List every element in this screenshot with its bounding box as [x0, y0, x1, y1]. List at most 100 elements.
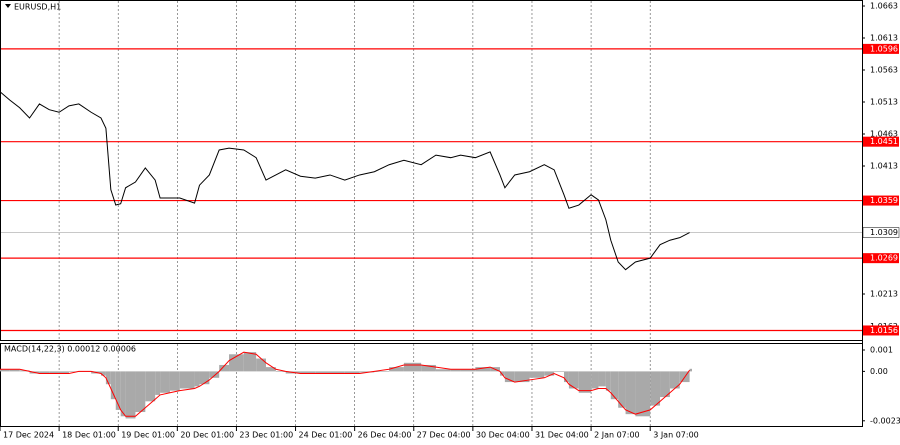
macd-bar	[145, 371, 156, 402]
macd-bar	[499, 371, 505, 376]
y-tick-label: 1.0563	[870, 66, 898, 75]
macd-bar	[9, 369, 20, 372]
macd-bar	[660, 371, 670, 398]
macd-bar	[315, 371, 331, 374]
macd-bar	[389, 367, 404, 372]
macd-bar	[0, 369, 10, 372]
level-label: 1.0269	[870, 254, 898, 263]
macd-bar	[554, 371, 564, 372]
x-tick-label: 30 Dec 04:00	[476, 431, 530, 440]
x-tick-label: 23 Dec 01:00	[239, 431, 293, 440]
macd-bar	[598, 371, 606, 387]
signal-line	[0, 351, 691, 417]
price-panel	[0, 0, 863, 341]
level-label-box	[863, 43, 899, 54]
macd-bar	[330, 371, 345, 374]
macd-bar	[435, 369, 451, 372]
macd-bar	[169, 371, 180, 391]
x-tick-label: 2 Jan 07:00	[594, 431, 640, 440]
macd-bar	[605, 371, 611, 391]
macd-bar	[120, 371, 126, 417]
y-tick-label: 1.0213	[870, 289, 898, 298]
macd-bar	[475, 367, 491, 372]
macd-bar	[344, 371, 360, 374]
macd-bar	[160, 371, 170, 393]
macd-bar	[39, 371, 50, 374]
x-tick-label: 31 Dec 04:00	[535, 431, 589, 440]
level-label: 1.0359	[870, 196, 898, 205]
last-price-label: 1.0309	[870, 228, 898, 237]
y-tick-label: 1.0513	[870, 98, 898, 107]
macd-bar	[243, 352, 257, 372]
macd-bar	[49, 371, 60, 374]
macd-bar	[125, 371, 136, 419]
macd-bar	[115, 371, 121, 410]
x-tick-label: 24 Dec 01:00	[299, 431, 353, 440]
macd-bar	[275, 371, 286, 372]
macd-bar	[460, 369, 476, 372]
macd-bar	[179, 371, 195, 389]
macd-bar	[514, 371, 530, 383]
x-tick-label: 26 Dec 04:00	[358, 431, 412, 440]
macd-bar	[110, 371, 116, 400]
level-label-box	[863, 325, 899, 336]
macd-bar	[256, 358, 266, 372]
x-tick-label: 19 Dec 01:00	[121, 431, 175, 440]
level-label-box	[863, 253, 899, 264]
x-tick-label: 20 Dec 01:00	[180, 431, 234, 440]
symbol-title: EURUSD,H1	[14, 3, 61, 12]
macd-bar	[421, 364, 436, 372]
macd-bar	[650, 371, 661, 406]
level-label-box	[863, 136, 899, 147]
macd-bar	[625, 371, 636, 415]
y-tick-label: 1.0613	[870, 34, 898, 43]
macd-bar	[591, 371, 599, 389]
macd-bar	[155, 371, 161, 395]
y-tick-label: -0.00231	[870, 416, 900, 425]
y-tick-label: 1.0463	[870, 130, 898, 139]
macd-bar	[59, 371, 69, 374]
macd-bar	[618, 371, 626, 408]
x-tick-label: 18 Dec 01:00	[62, 431, 116, 440]
macd-bar	[194, 371, 200, 387]
macd-bar	[529, 371, 545, 378]
macd-bar	[209, 371, 220, 378]
macd-bar	[68, 371, 79, 372]
macd-bar	[265, 367, 276, 372]
macd-bar	[374, 371, 390, 372]
macd-bar	[578, 371, 592, 393]
macd-title: MACD(14,22,3) 0.00012 0.00006	[4, 345, 136, 354]
macd-bar	[359, 371, 375, 373]
x-tick-label: 3 Jan 07:00	[653, 431, 699, 440]
macd-bar	[450, 369, 461, 372]
y-tick-label: 1.0663	[870, 2, 898, 11]
macd-bar	[504, 371, 515, 383]
macd-bar	[635, 371, 651, 417]
price-line	[0, 91, 690, 271]
macd-bar	[199, 371, 210, 385]
macd-bar	[19, 370, 30, 372]
macd-bar	[100, 371, 106, 376]
level-label: 1.0451	[870, 137, 898, 146]
y-tick-label: 0.001	[870, 345, 893, 354]
macd-bar	[689, 368, 692, 372]
y-tick-label: 1.0413	[870, 162, 898, 171]
macd-bar	[300, 371, 316, 374]
x-tick-label: 27 Dec 04:00	[417, 431, 471, 440]
macd-bar	[544, 371, 555, 376]
macd-bar	[568, 371, 579, 389]
level-label: 1.0596	[870, 44, 898, 53]
macd-bar	[563, 371, 569, 383]
menu-triangle[interactable]	[5, 4, 11, 8]
level-label: 1.0156	[870, 326, 898, 335]
macd-bar	[219, 364, 230, 372]
macd-bar	[610, 371, 619, 400]
macd-bar	[669, 371, 680, 389]
y-tick-label: 0.00	[870, 367, 888, 376]
x-tick-label: 17 Dec 2024	[3, 431, 54, 440]
macd-bar	[403, 362, 422, 372]
macd-bar	[105, 371, 111, 385]
macd-bar	[135, 371, 146, 413]
level-label-box	[863, 195, 899, 206]
